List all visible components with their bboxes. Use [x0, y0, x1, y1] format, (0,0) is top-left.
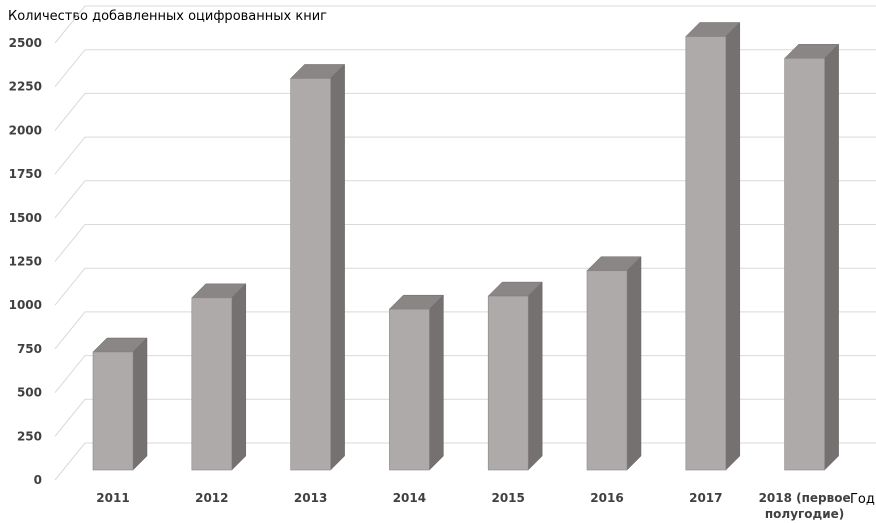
- x-tick-label: 2016: [590, 491, 623, 505]
- x-tick-label: 2011: [96, 491, 129, 505]
- y-tick-label: 500: [17, 386, 42, 400]
- bar: [685, 21, 741, 471]
- bar-side: [626, 256, 642, 471]
- gridline: [54, 267, 876, 306]
- y-tick-label: 2500: [9, 36, 42, 50]
- bar-front: [784, 58, 825, 471]
- bar-side: [824, 43, 839, 471]
- y-axis-title: Количество добавленных оцифрованных книг: [8, 9, 327, 24]
- bar-front: [191, 297, 233, 471]
- gridline: [54, 49, 876, 88]
- bar-front: [92, 351, 134, 471]
- y-axis-ticks: 0 250 500 750 1000 1250 1500 1750 2000 2250 2500: [9, 36, 42, 487]
- bar-side: [527, 281, 543, 471]
- gridline: [54, 311, 876, 350]
- gridline: [54, 398, 876, 437]
- x-tick-label: 2014: [393, 491, 426, 505]
- gridline: [54, 442, 876, 481]
- bar-side: [132, 337, 148, 471]
- bar-front: [685, 36, 727, 471]
- x-axis-title: Год: [850, 492, 875, 507]
- bar: [783, 43, 840, 471]
- bar: [289, 63, 346, 471]
- gridline: [54, 5, 876, 44]
- bar: [191, 283, 247, 471]
- bar-front: [487, 295, 529, 471]
- gridline: [54, 355, 876, 393]
- bar-front: [586, 270, 628, 471]
- x-tick-label: 2015: [491, 491, 524, 505]
- bar: [586, 256, 642, 471]
- bar-side: [330, 63, 345, 471]
- y-tick-label: 750: [17, 342, 42, 356]
- y-tick-label: 2000: [9, 123, 42, 137]
- y-tick-label: 1000: [9, 298, 42, 312]
- bar-front: [389, 308, 430, 471]
- gridline: [54, 136, 876, 175]
- bar-side: [231, 283, 247, 471]
- y-tick-label: 1750: [9, 167, 42, 181]
- bars: [92, 21, 840, 471]
- gridlines: [54, 5, 876, 481]
- bar-side: [725, 21, 741, 471]
- y-tick-label: 1250: [9, 255, 42, 269]
- x-tick-label: 2012: [195, 491, 228, 505]
- bar-front: [290, 78, 331, 471]
- y-tick-label: 250: [17, 429, 42, 443]
- x-axis-ticks: 2011 2012 2013 2014 2015 2016 2017 2018 (первое…: [96, 491, 850, 521]
- y-tick-label: 2250: [9, 80, 42, 94]
- bar: [92, 337, 148, 471]
- gridline: [54, 92, 876, 131]
- bar: [487, 281, 543, 471]
- bar: [388, 294, 445, 471]
- gridline: [54, 180, 876, 219]
- x-tick-label: 2018 (первое полугодие): [759, 491, 851, 521]
- gridline: [54, 224, 876, 262]
- x-tick-label: 2017: [689, 491, 722, 505]
- y-tick-label: 0: [34, 473, 42, 487]
- x-tick-label: 2013: [294, 491, 327, 505]
- y-tick-label: 1500: [9, 211, 42, 225]
- bar-side: [429, 294, 444, 471]
